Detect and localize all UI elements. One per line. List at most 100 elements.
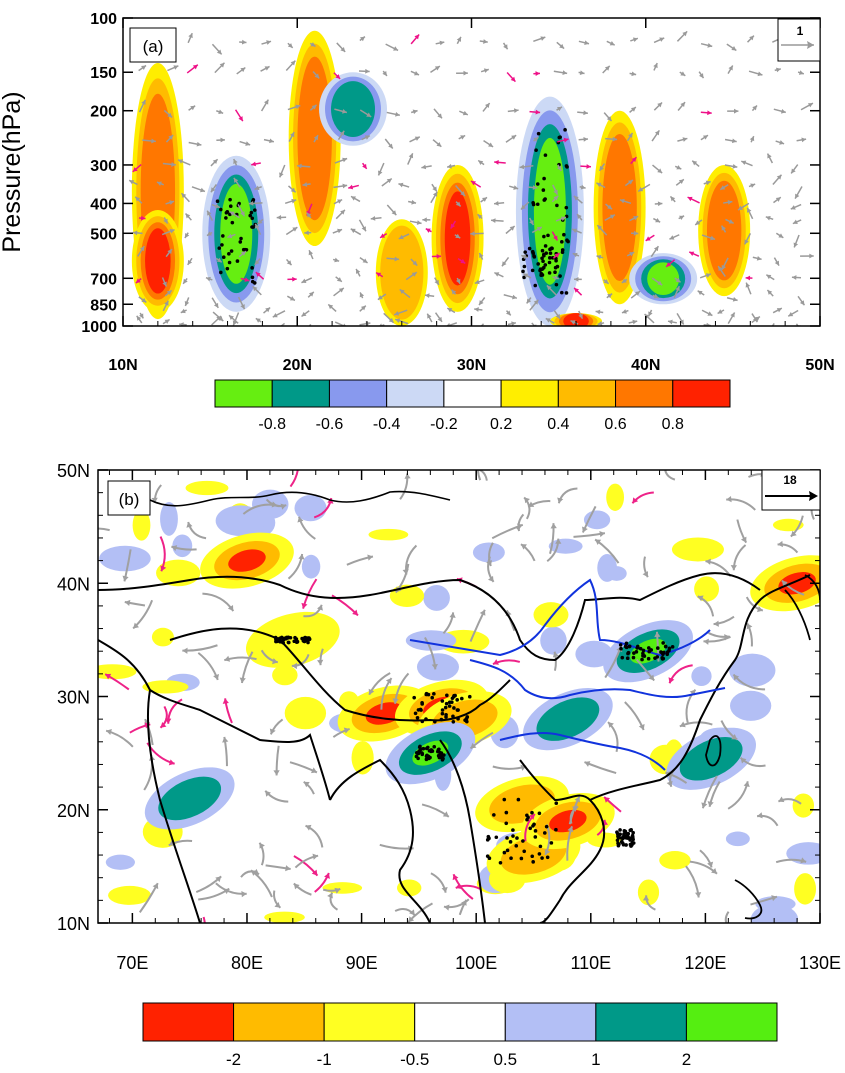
sig-dot-b [498, 860, 503, 865]
wind-vector-head-a [523, 273, 529, 278]
y-tick-label-b: 30N [57, 688, 90, 708]
wind-vector-head-a [301, 311, 307, 317]
streamline-head-b [160, 565, 167, 572]
contour-fill-b-weak [772, 518, 804, 532]
wind-vector-head-a [728, 65, 733, 71]
colorbar-b-label: 1 [591, 1050, 600, 1069]
wind-vector-head-a [279, 172, 284, 178]
sig-dot-b [670, 645, 675, 649]
sig-dot-b [505, 848, 510, 853]
wind-vector-head-a [272, 312, 278, 318]
wind-vector-head-a [425, 228, 431, 233]
wind-vector-head-a [775, 67, 781, 73]
wind-vector-head-a [474, 279, 480, 285]
sig-dot-b [628, 828, 633, 833]
wind-vector-head-a [132, 167, 138, 172]
panel-a-contours [131, 30, 751, 326]
wind-vector-head-a [386, 178, 392, 184]
wind-vector-head-a [707, 43, 713, 48]
wind-vector-head-a [570, 320, 576, 325]
sig-dot-b [638, 646, 643, 651]
x-tick-label-a: 20N [283, 357, 312, 374]
sig-dot-b [455, 698, 459, 702]
wind-vector-head-a [205, 276, 211, 282]
wind-vector-head-a [597, 225, 603, 230]
wind-vector-head-a [501, 261, 507, 267]
wind-vector-head-a [648, 311, 653, 317]
wind-vector-head-a [437, 316, 443, 322]
wind-vector-head-a [210, 187, 216, 193]
contour-fill-b-weak [729, 653, 776, 687]
contour-fill-b-weak [792, 793, 815, 818]
streamline-head-b [443, 904, 450, 911]
wind-vector-head-a [163, 218, 168, 224]
sig-dot-b [530, 810, 534, 815]
wind-vector-head-a [399, 289, 405, 295]
panel-a-reference-vector-label: 1 [797, 24, 804, 38]
sig-dot-b [647, 649, 652, 654]
wind-vector-head-a [434, 66, 440, 71]
sig-dot-a [251, 225, 256, 229]
sig-dot-a [560, 248, 565, 252]
wind-vector-head-a [200, 187, 205, 193]
panel-b-colorbar: -2 -1 -0.5 0.5 1 2 [142, 1002, 778, 1069]
streamline-b [98, 527, 110, 532]
wind-vector-head-a [398, 234, 404, 240]
wind-vector-head-a [801, 137, 807, 143]
streamline-head-b [697, 595, 704, 602]
contour-fill-b-weak [533, 602, 569, 628]
colorbar-a-swatch [615, 379, 674, 408]
streamline-head-b [455, 883, 462, 890]
wind-vector-head-a [705, 180, 711, 186]
wind-vector-head-a [529, 220, 534, 226]
sig-dot-b [538, 844, 543, 849]
streamline-head-b [488, 575, 494, 582]
wind-vector-head-a [653, 246, 659, 252]
wind-vector-head-a [609, 41, 615, 46]
wind-vector-head-a [775, 197, 781, 202]
wind-vector-head-a [156, 181, 162, 186]
wind-vector-head-a [756, 255, 762, 261]
streamline-head-b [550, 523, 557, 529]
sig-dot-a [563, 128, 567, 132]
wind-vector-head-a [287, 43, 293, 48]
sig-dot-b [444, 712, 448, 717]
wind-vector-head-a [653, 63, 658, 69]
streamline-head-b [679, 721, 686, 728]
sig-dot-a [542, 176, 546, 181]
sig-dot-a [217, 246, 222, 250]
wind-vector-head-a [710, 235, 716, 241]
sig-dot-a [230, 220, 235, 225]
streamline-head-b [666, 780, 673, 787]
wind-vector-head-a [140, 215, 146, 221]
wind-vector-head-a [462, 110, 468, 116]
wind-vector-head-a [572, 252, 578, 258]
sig-dot-b [540, 856, 544, 860]
wind-vector-head-a [184, 232, 190, 238]
colorbar-a-swatch [557, 379, 617, 408]
wind-vector-head-a [513, 185, 519, 190]
sig-dot-b [445, 693, 449, 698]
wind-vector-head-a [676, 165, 682, 170]
contour-fill-b-13-2 [228, 549, 266, 572]
wind-vector-head-a [631, 71, 637, 77]
wind-vector-head-a [362, 258, 368, 263]
wind-vector-head-a [628, 132, 633, 138]
contour-fill-b-weak [215, 505, 266, 537]
wind-vector-head-a [750, 183, 756, 188]
wind-vector-head-a [376, 272, 382, 277]
panel-a-label-box [129, 27, 177, 63]
wind-vector-head-a [355, 268, 361, 274]
panel-a-x-tick-labels: 10N 20N 30N 40N 50N [108, 357, 834, 374]
streamline-head-b [567, 826, 574, 833]
sig-dot-a [550, 256, 555, 260]
sig-dot-b [511, 834, 515, 838]
sig-dot-a [239, 236, 243, 241]
wind-vector-head-a [752, 105, 757, 111]
sig-dot-a [521, 269, 525, 274]
wind-vector-head-a [629, 252, 635, 257]
wind-vector-head-a [342, 183, 348, 189]
wind-vector-head-a [395, 111, 400, 117]
streamline-head-b [368, 688, 375, 695]
